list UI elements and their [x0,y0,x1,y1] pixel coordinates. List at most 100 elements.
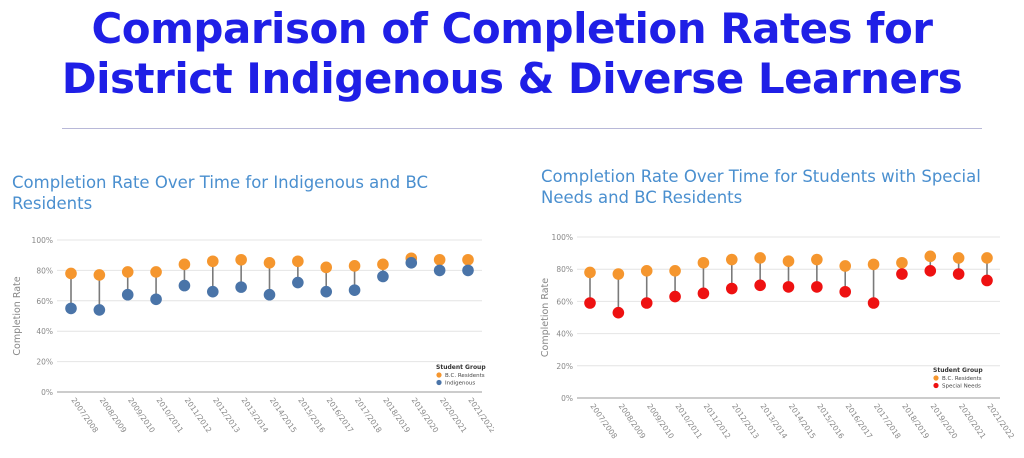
special-needs-point [725,282,738,295]
indigenous-point [263,288,276,301]
y-tick-label: 0% [561,394,573,403]
legend-item-bc-residents: B.C. Residents [942,376,982,382]
bc-residents-point [754,252,766,264]
y-axis-label: Completion Rate [12,276,23,355]
x-tick-label: 2008/2009 [617,402,648,441]
bc-residents-point [462,253,474,266]
bc-residents-point [121,266,134,278]
indigenous-point [348,284,361,296]
slide-title: Comparison of Completion Rates for Distr… [0,4,1024,104]
bc-residents-point [811,253,823,266]
special-needs-point [612,306,625,319]
y-tick-label: 100% [32,236,53,245]
x-tick-label: 2007/2008 [69,396,100,435]
y-axis-label: Completion Rate [540,278,551,357]
x-tick-label: 2017/2018 [872,402,903,441]
indigenous-point [206,285,219,298]
bc-residents-point [377,258,389,271]
bc-residents-point [433,253,446,266]
special-needs-point [896,268,908,280]
x-tick-label: 2018/2019 [900,402,931,441]
left-chart-title: Completion Rate Over Time for Indigenous… [12,173,429,213]
legend-item-bc-residents: B.C. Residents [445,373,485,379]
legend-item-indigenous: Indigenous [445,381,475,387]
x-tick-label: 2010/2011 [673,402,704,441]
x-tick-label: 2011/2012 [183,396,214,435]
indigenous-point [65,302,77,315]
indigenous-completion-chart: 0% 20% 40% 60% 80% 100% Completion Rate 2007/20… [12,236,494,435]
indigenous-point [235,281,247,293]
special-needs-point [640,297,653,309]
bc-residents-point [348,260,361,272]
bc-residents-point [292,255,304,268]
special-needs-point [669,290,681,303]
bc-residents-point [93,269,106,281]
y-tick-label: 20% [36,358,53,367]
bc-residents-point [235,253,247,266]
x-tick-label: 2021/2022 [466,396,494,435]
special-needs-point [839,285,852,298]
y-tick-label: 80% [556,265,573,274]
y-tick-label: 80% [36,266,53,275]
indigenous-point [405,257,418,269]
bc-residents-point [952,252,965,264]
x-tick-label: 2021/2022 [985,402,1016,441]
bc-residents-point [65,267,77,280]
bc-residents-point [924,250,937,263]
y-tick-label: 40% [556,330,573,339]
x-tick-label: 2015/2016 [815,402,846,441]
x-tick-label: 2016/2017 [325,396,356,435]
special-needs-point [952,268,965,280]
bc-residents-point [669,265,681,277]
bc-residents-point [896,256,908,269]
indigenous-point [150,293,162,306]
legend-title: Student Group [436,364,486,371]
x-tick-label: 2019/2020 [410,396,441,435]
legend-item-bc-residents-swatch [436,372,442,378]
bc-residents-point [839,260,852,272]
bc-residents-point [640,265,653,277]
x-tick-label: 2013/2014 [759,402,790,441]
legend-item-special-needs-swatch [933,382,939,389]
indigenous-point [121,288,134,301]
bc-residents-point [178,258,191,271]
indigenous-point [377,270,389,283]
x-tick-label: 2013/2014 [240,396,271,435]
bc-residents-point [150,266,162,278]
bc-residents-point [320,261,333,274]
indigenous-point [178,279,191,292]
special-needs-point [584,297,596,309]
x-tick-label: 2008/2009 [98,396,129,435]
bc-residents-point [206,255,219,268]
y-tick-label: 100% [552,233,573,242]
bc-residents-point [263,257,276,269]
y-tick-label: 60% [556,297,573,306]
x-tick-label: 2018/2019 [381,396,412,435]
special-needs-completion-chart: 0% 20% 40% 60% 80% 100% Completion Rate 2007/20… [540,233,1016,441]
bc-residents-point [782,255,795,267]
x-tick-label: 2015/2016 [296,396,327,435]
indigenous-point [462,264,474,277]
slide-title-line-1: Comparison of Completion Rates for [91,4,933,53]
indigenous-point [433,264,446,277]
slide-title-line-2: District Indigenous & Diverse Learners [61,54,963,103]
x-tick-label: 2009/2010 [645,402,676,441]
legend-item-special-needs: Special Needs [942,384,981,390]
legend-item-indigenous-swatch [436,379,442,386]
x-tick-label: 2012/2013 [211,396,242,435]
bc-residents-point [725,253,738,266]
x-tick-label: 2017/2018 [353,396,384,435]
x-tick-label: 2020/2021 [957,402,988,441]
x-tick-label: 2010/2011 [154,396,185,435]
special-needs-point [981,274,993,287]
title-divider [62,128,982,129]
bc-residents-point [867,258,880,271]
y-tick-label: 40% [36,327,53,336]
special-needs-point [782,281,795,293]
bc-residents-point [584,266,596,279]
x-tick-label: 2019/2020 [929,402,960,441]
special-needs-point [867,297,880,309]
x-tick-label: 2020/2021 [438,396,469,435]
y-tick-label: 60% [36,297,53,306]
legend-title: Student Group [933,367,983,374]
